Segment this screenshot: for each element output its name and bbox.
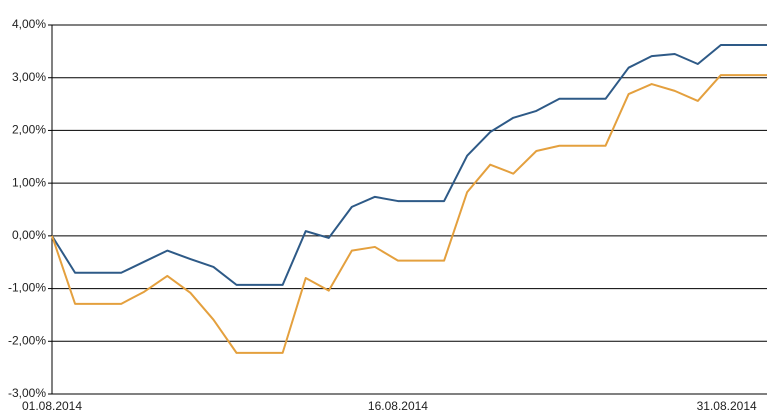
y-tick-label: -1,00% bbox=[8, 281, 46, 295]
x-tick-label: 31.08.2014 bbox=[697, 399, 757, 413]
y-tick-label: 4,00% bbox=[12, 17, 46, 31]
x-tick-label: 01.08.2014 bbox=[22, 399, 82, 413]
x-tick-label: 16.08.2014 bbox=[368, 399, 428, 413]
y-tick-label: 0,00% bbox=[12, 228, 46, 242]
series-line bbox=[51, 44, 767, 286]
y-tick-label: 2,00% bbox=[12, 123, 46, 137]
y-tick-label: -3,00% bbox=[8, 386, 46, 400]
series-line bbox=[51, 74, 767, 354]
y-tick-label: 3,00% bbox=[12, 70, 46, 84]
y-tick-label: 1,00% bbox=[12, 175, 46, 189]
y-tick-label: -2,00% bbox=[8, 333, 46, 347]
